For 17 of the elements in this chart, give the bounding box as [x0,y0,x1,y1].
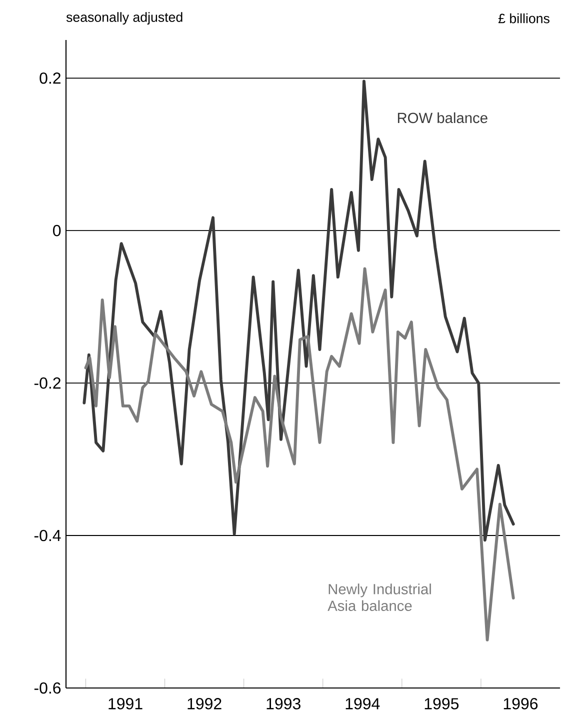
x-tick-label: 1994 [346,698,380,710]
x-tick-label: 1991 [108,698,143,710]
y-tick-label: -0.2 [34,377,61,389]
text: £ billions [498,13,550,24]
x-tick-label: 1993 [267,698,301,710]
x-tick-label: 1992 [188,698,222,710]
text: Newly Industrial Asia balance [328,584,432,611]
line-series [84,267,516,642]
y-tick-label: 0 [53,224,61,236]
y-tick-label: 0.2 [40,72,61,84]
line-series [82,80,516,542]
text: seasonally adjusted [66,12,183,25]
series-label: ROW balance [398,112,488,124]
y-tick-label: -0.4 [34,530,62,542]
x-tick-label: 1995 [425,698,459,710]
y-tick-label: -0.6 [34,682,61,694]
x-tick-label: 1996 [504,698,538,710]
